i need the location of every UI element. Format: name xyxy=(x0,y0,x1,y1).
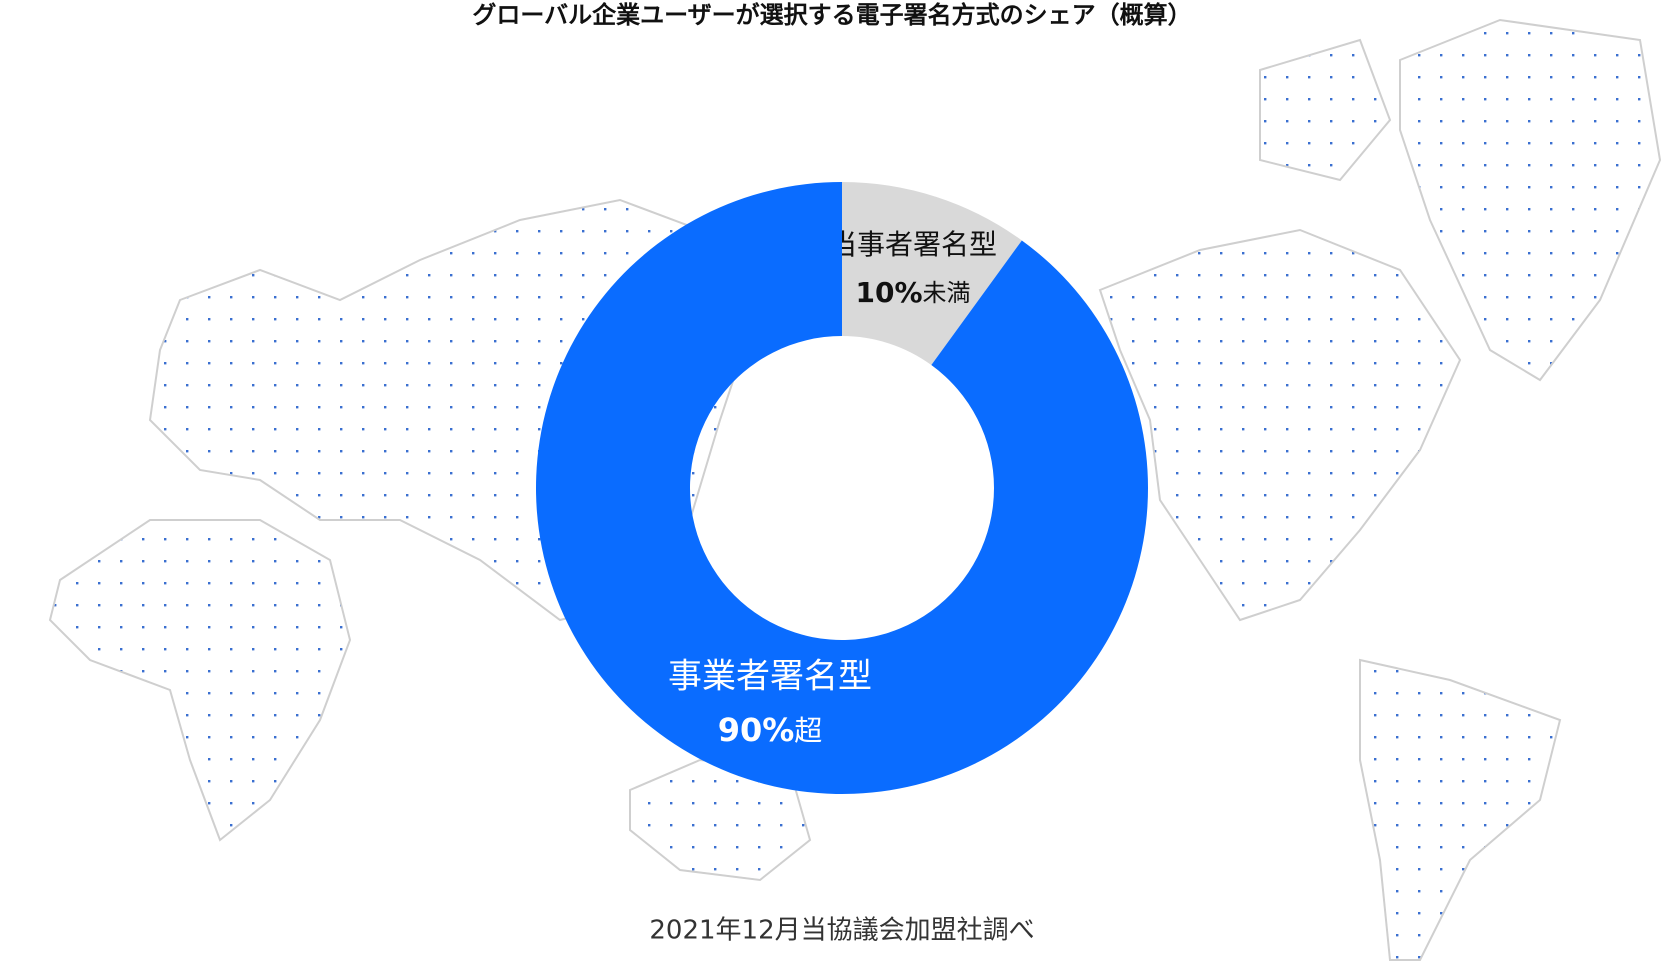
slice-label: 当事者署名型 xyxy=(829,228,997,261)
chart-title: グローバル企業ユーザーが選択する電子署名方式のシェア（概算） xyxy=(472,1,1191,29)
value-qualifier: 超 xyxy=(794,714,822,747)
source-note: 2021年12月当協議会加盟社調べ xyxy=(649,916,1034,946)
value-qualifier: 未満 xyxy=(923,279,971,307)
world-map xyxy=(48,18,1662,961)
slice-value-label: 10%未満 xyxy=(855,276,970,309)
value-label: 10% xyxy=(855,276,922,309)
slice-value-label: 90%超 xyxy=(718,711,823,749)
value-label: 90% xyxy=(718,711,795,749)
slice-label: 事業者署名型 xyxy=(668,657,872,697)
donut-slice xyxy=(842,182,1022,366)
donut-slice xyxy=(536,182,1149,795)
